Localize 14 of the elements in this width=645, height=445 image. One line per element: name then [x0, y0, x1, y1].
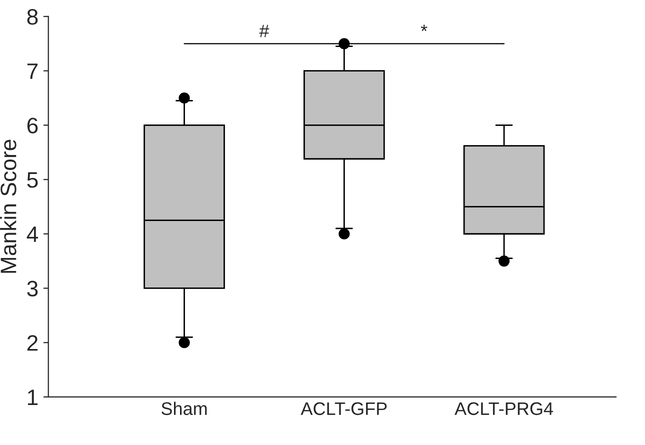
- y-tick-label: 8: [27, 9, 38, 25]
- y-tick-label: 1: [28, 390, 38, 405]
- y-tick-label: 7: [27, 64, 38, 79]
- y-tick-label: 5: [27, 172, 38, 188]
- x-tick-label: Sham: [162, 402, 207, 416]
- x-tick-label: ACLT-GFP: [300, 402, 387, 416]
- y-axis-title: Mankin Score: [0, 140, 16, 273]
- annotation: *: [420, 24, 428, 32]
- annotation: #: [259, 24, 270, 38]
- y-tick-label: 2: [27, 335, 38, 351]
- y-tick-label: 6: [27, 118, 38, 134]
- x-tick-label: ACLT-PRG4: [454, 402, 554, 416]
- y-tick-label: 4: [26, 226, 38, 242]
- y-tick-label: 3: [27, 280, 38, 297]
